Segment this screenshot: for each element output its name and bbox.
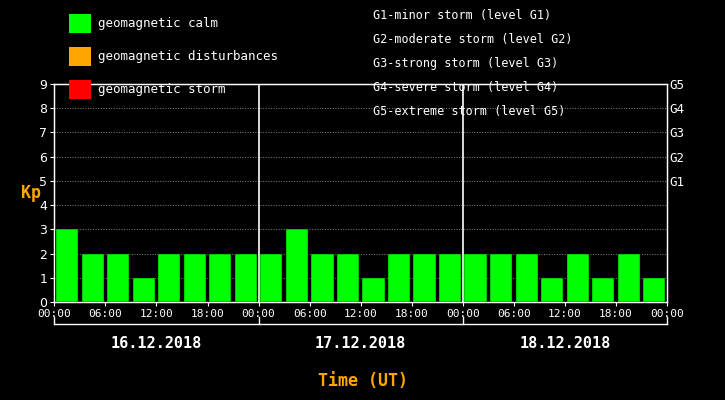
Bar bbox=[260, 254, 283, 302]
Bar bbox=[235, 254, 257, 302]
Bar bbox=[362, 278, 384, 302]
Bar bbox=[311, 254, 334, 302]
Text: G3-strong storm (level G3): G3-strong storm (level G3) bbox=[373, 57, 559, 70]
Text: G2-moderate storm (level G2): G2-moderate storm (level G2) bbox=[373, 33, 573, 46]
Bar bbox=[337, 254, 359, 302]
Bar bbox=[388, 254, 410, 302]
Text: geomagnetic storm: geomagnetic storm bbox=[98, 83, 225, 96]
Bar bbox=[439, 254, 461, 302]
Bar bbox=[107, 254, 129, 302]
Bar bbox=[183, 254, 206, 302]
Bar bbox=[515, 254, 538, 302]
Text: G1-minor storm (level G1): G1-minor storm (level G1) bbox=[373, 9, 552, 22]
Bar bbox=[158, 254, 181, 302]
Bar bbox=[618, 254, 640, 302]
Text: G5-extreme storm (level G5): G5-extreme storm (level G5) bbox=[373, 105, 566, 118]
Bar bbox=[286, 229, 308, 302]
Bar bbox=[465, 254, 486, 302]
Bar bbox=[56, 229, 78, 302]
Bar bbox=[210, 254, 231, 302]
Text: geomagnetic disturbances: geomagnetic disturbances bbox=[98, 50, 278, 63]
Text: G4-severe storm (level G4): G4-severe storm (level G4) bbox=[373, 81, 559, 94]
Y-axis label: Kp: Kp bbox=[21, 184, 41, 202]
Text: 17.12.2018: 17.12.2018 bbox=[315, 336, 406, 352]
Bar bbox=[592, 278, 614, 302]
Bar bbox=[81, 254, 104, 302]
Text: 16.12.2018: 16.12.2018 bbox=[111, 336, 202, 352]
Text: geomagnetic calm: geomagnetic calm bbox=[98, 17, 218, 30]
Text: Time (UT): Time (UT) bbox=[318, 372, 407, 390]
Bar bbox=[413, 254, 436, 302]
Bar bbox=[643, 278, 666, 302]
Text: 18.12.2018: 18.12.2018 bbox=[519, 336, 610, 352]
Bar bbox=[490, 254, 512, 302]
Bar bbox=[133, 278, 155, 302]
Bar bbox=[541, 278, 563, 302]
Bar bbox=[566, 254, 589, 302]
